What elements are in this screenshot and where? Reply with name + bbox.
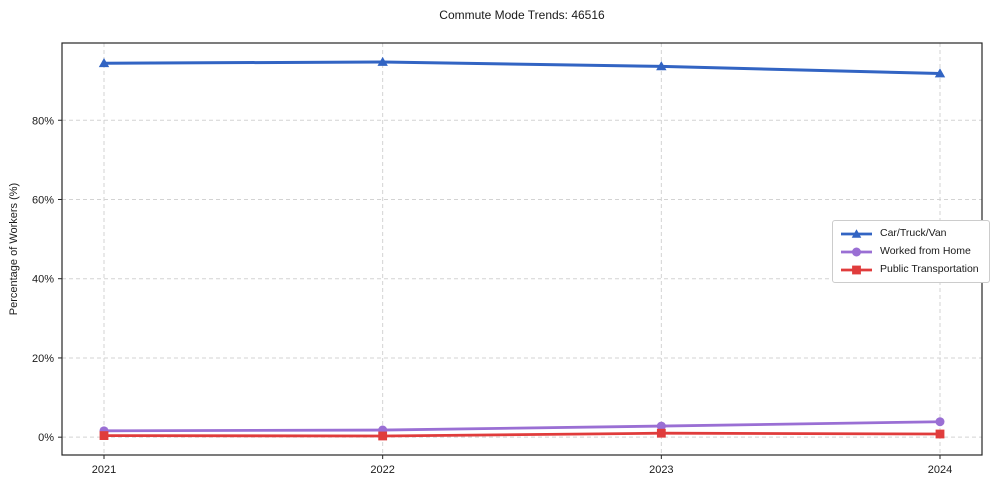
y-tick-label: 0%	[38, 432, 54, 444]
legend-label: Car/Truck/Van	[880, 227, 947, 239]
series-line	[102, 420, 942, 433]
square-marker	[935, 429, 945, 439]
legend-sample-triangle-icon	[841, 228, 872, 238]
legend-sample-circle-icon	[841, 247, 872, 256]
ticks: 0% 20% 40% 60% 80% 2021 2022 2023 2024	[32, 115, 952, 476]
y-tick-label: 80%	[32, 115, 54, 127]
circle-marker	[935, 417, 945, 427]
triangle-marker	[377, 56, 388, 66]
series-square	[99, 428, 945, 441]
legend-item: Worked from Home	[840, 245, 979, 258]
legend-label: Public Transportation	[880, 263, 979, 275]
square-marker	[99, 431, 109, 440]
y-tick-label: 20%	[32, 353, 54, 365]
legend-item: Public Transportation	[840, 263, 979, 276]
x-tick-label: 2022	[370, 464, 394, 476]
legend: Car/Truck/Van Worked from Home Public Tran…	[832, 220, 990, 283]
x-tick-label: 2021	[92, 464, 116, 476]
x-tick-label: 2024	[928, 464, 952, 476]
x-tick-label: 2023	[649, 464, 673, 476]
triangle-marker	[656, 61, 667, 71]
triangle-marker	[98, 58, 110, 68]
square-marker	[656, 428, 666, 438]
y-tick-label: 60%	[32, 194, 54, 206]
series-line	[102, 60, 942, 76]
legend-label: Worked from Home	[880, 245, 971, 257]
series-triangle	[98, 56, 946, 78]
legend-item: Car/Truck/Van	[840, 227, 979, 240]
legend-sample-square-icon	[841, 265, 872, 274]
series-line	[102, 431, 942, 438]
chart-title: Commute Mode Trends: 46516	[439, 8, 605, 22]
circle-marker	[656, 421, 666, 431]
square-marker	[378, 431, 388, 441]
y-tick-label: 40%	[32, 274, 54, 286]
triangle-marker	[934, 68, 946, 78]
